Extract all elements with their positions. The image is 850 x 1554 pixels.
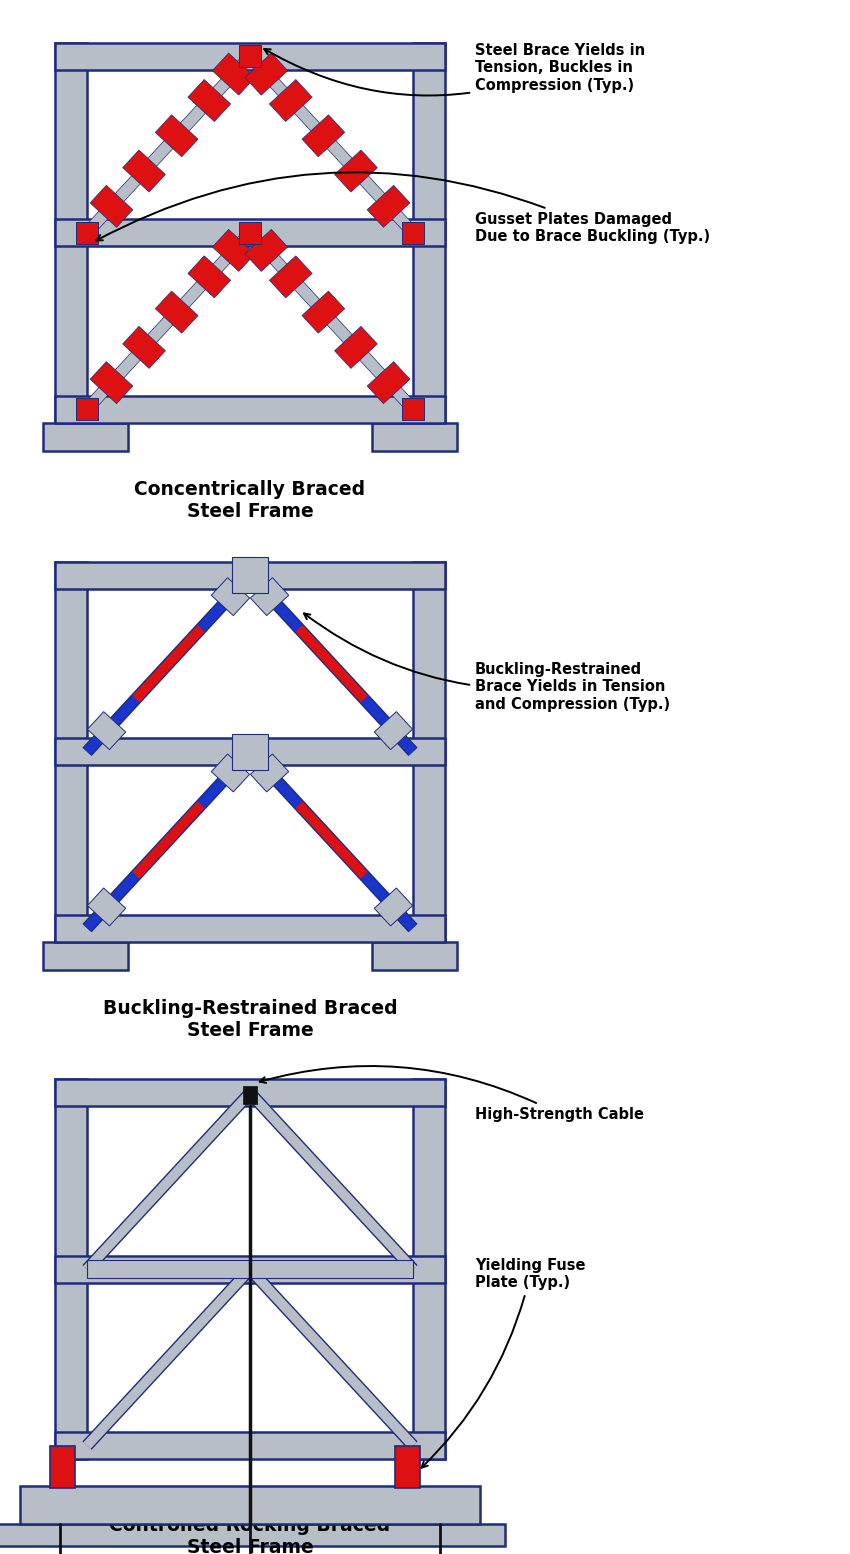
Bar — [76, 222, 98, 244]
Bar — [55, 563, 87, 942]
Bar — [402, 222, 424, 244]
Text: Yielding Fuse
Plate (Typ.): Yielding Fuse Plate (Typ.) — [422, 1259, 586, 1467]
Bar — [55, 44, 87, 423]
Polygon shape — [367, 185, 410, 227]
Bar — [43, 423, 128, 451]
Text: High-Strength Cable: High-Strength Cable — [260, 1066, 644, 1122]
Polygon shape — [122, 326, 166, 368]
Bar — [250, 1260, 413, 1279]
Bar — [87, 1260, 250, 1279]
Bar — [20, 1486, 480, 1524]
Polygon shape — [88, 712, 126, 749]
Bar — [413, 1080, 445, 1459]
Polygon shape — [90, 185, 133, 227]
Bar — [55, 563, 445, 589]
Text: Concentrically Braced
Steel Frame: Concentrically Braced Steel Frame — [134, 480, 366, 521]
Polygon shape — [335, 151, 377, 193]
Text: Buckling-Restrained
Brace Yields in Tension
and Compression (Typ.): Buckling-Restrained Brace Yields in Tens… — [304, 614, 670, 712]
Bar — [55, 44, 445, 70]
Bar — [43, 942, 128, 970]
Polygon shape — [212, 53, 255, 95]
Bar — [55, 219, 445, 246]
Polygon shape — [88, 887, 126, 926]
Bar — [372, 423, 457, 451]
Text: Controlled Rocking Braced
Steel Frame: Controlled Rocking Braced Steel Frame — [110, 1517, 390, 1554]
Bar — [243, 1086, 257, 1105]
Bar — [76, 398, 98, 420]
Bar — [55, 396, 445, 423]
Bar — [395, 1447, 420, 1489]
Polygon shape — [90, 362, 133, 404]
Bar — [239, 45, 261, 67]
Polygon shape — [122, 151, 166, 193]
Polygon shape — [269, 256, 312, 298]
Bar — [232, 558, 268, 594]
Bar — [55, 738, 445, 765]
Bar — [402, 398, 424, 420]
Bar — [55, 1080, 87, 1459]
Text: Gusset Plates Damaged
Due to Brace Buckling (Typ.): Gusset Plates Damaged Due to Brace Buckl… — [96, 172, 710, 244]
Bar — [372, 942, 457, 970]
Polygon shape — [245, 53, 287, 95]
Bar — [55, 1256, 445, 1282]
Bar — [239, 222, 261, 244]
Polygon shape — [212, 754, 250, 793]
Text: Steel Brace Yields in
Tension, Buckles in
Compression (Typ.): Steel Brace Yields in Tension, Buckles i… — [264, 44, 645, 95]
Polygon shape — [302, 291, 345, 333]
Bar — [55, 1433, 445, 1459]
Polygon shape — [374, 712, 412, 749]
Bar — [55, 1080, 445, 1106]
Bar — [0, 1524, 505, 1546]
Bar — [413, 563, 445, 942]
Polygon shape — [251, 578, 289, 615]
Polygon shape — [156, 115, 198, 157]
Polygon shape — [251, 754, 289, 793]
Polygon shape — [335, 326, 377, 368]
Polygon shape — [156, 291, 198, 333]
Text: Buckling-Restrained Braced
Steel Frame: Buckling-Restrained Braced Steel Frame — [103, 999, 397, 1040]
Polygon shape — [188, 79, 230, 121]
Polygon shape — [367, 362, 410, 404]
Polygon shape — [269, 79, 312, 121]
Polygon shape — [212, 578, 250, 615]
Polygon shape — [245, 230, 287, 272]
Bar — [232, 733, 268, 769]
Polygon shape — [374, 887, 412, 926]
Polygon shape — [188, 256, 230, 298]
Polygon shape — [212, 230, 255, 272]
Bar — [413, 44, 445, 423]
Polygon shape — [302, 115, 345, 157]
Bar — [55, 915, 445, 942]
Bar — [50, 1447, 75, 1489]
